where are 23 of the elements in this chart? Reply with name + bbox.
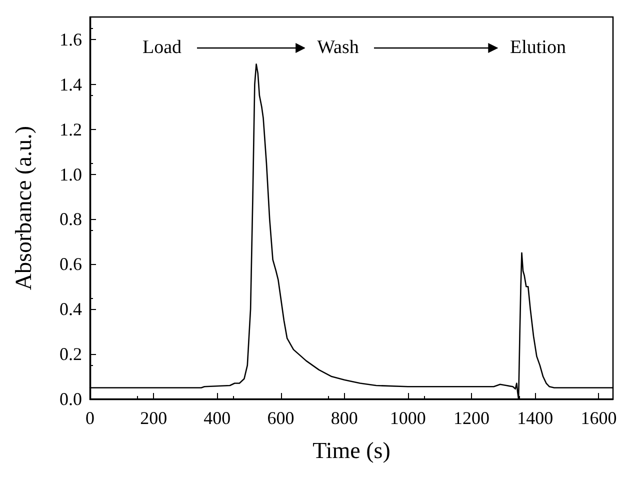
annotation: Elution — [510, 37, 566, 59]
y-tick-label: 1.6 — [60, 29, 82, 50]
y-tick-label: 1.2 — [60, 119, 82, 140]
x-tick-label: 800 — [330, 408, 358, 428]
x-tick-label: 600 — [267, 408, 294, 428]
y-tick-label: 0.2 — [60, 344, 82, 364]
y-tick-label: 0.4 — [60, 299, 82, 320]
x-tick-label: 1200 — [454, 408, 490, 428]
x-axis-title: Time (s) — [312, 438, 390, 463]
x-tick-label: 1400 — [517, 408, 554, 428]
y-tick-label: 0.6 — [60, 254, 82, 274]
y-tick-label: 1.4 — [60, 74, 82, 94]
x-tick-label: 1600 — [580, 408, 617, 428]
y-axis-title: Absorbance (a.u.) — [11, 126, 36, 290]
annotation: Wash — [317, 37, 359, 59]
y-tick-label: 0.0 — [60, 389, 82, 409]
x-tick-label: 0 — [86, 408, 94, 428]
y-tick-label: 1.0 — [60, 164, 82, 184]
x-tick-label: 1000 — [390, 408, 426, 428]
x-tick-label: 200 — [140, 408, 168, 428]
annotation: Load — [142, 37, 182, 59]
y-tick-label: 0.8 — [60, 209, 82, 230]
x-tick-label: 400 — [204, 408, 231, 428]
